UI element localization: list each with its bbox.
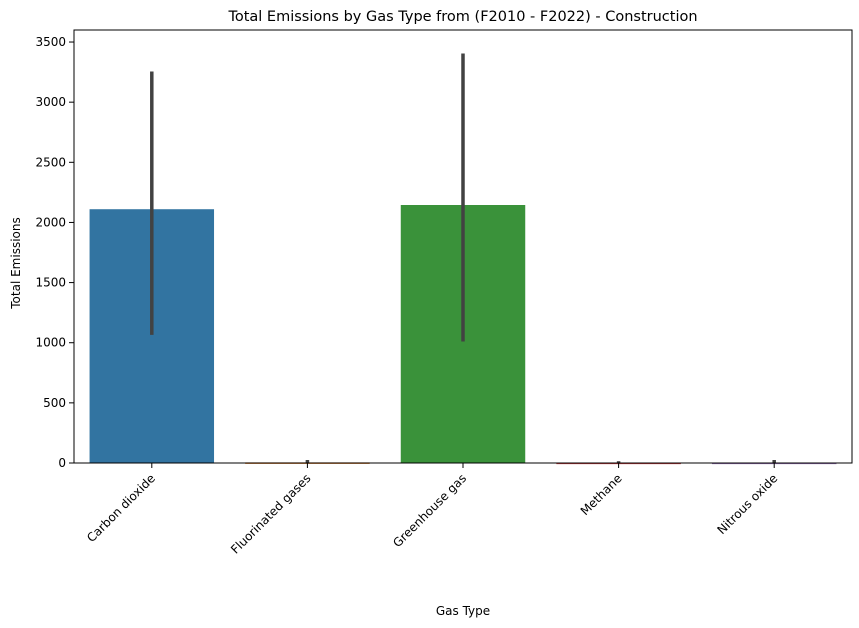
plot-area: [73, 29, 853, 465]
y-tick-label-5: 2500: [35, 155, 66, 169]
x-tick-label-4: Nitrous oxide: [714, 471, 780, 537]
y-tick-label-1: 500: [43, 396, 66, 410]
y-axis: 0 500 1000 1500 2000 2500 3000 3500: [35, 35, 74, 470]
x-tick-label-0: Carbon dioxide: [84, 471, 158, 545]
y-tick-label-2: 1000: [35, 336, 66, 350]
y-tick-label-3: 1500: [35, 276, 66, 290]
y-tick-label-4: 2000: [35, 215, 66, 229]
x-tick-label-2: Greenhouse gas: [390, 471, 469, 550]
x-tick-label-3: Methane: [578, 471, 625, 518]
y-tick-label-0: 0: [58, 456, 66, 470]
x-axis: Carbon dioxide Fluorinated gases Greenhous…: [84, 463, 780, 557]
y-tick-label-7: 3500: [35, 35, 66, 49]
x-tick-label-1: Fluorinated gases: [228, 471, 313, 556]
y-axis-label: Total Emissions: [9, 217, 23, 309]
chart-title: Total Emissions by Gas Type from (F2010 …: [227, 9, 697, 25]
x-axis-label: Gas Type: [436, 604, 490, 618]
y-tick-label-6: 3000: [35, 95, 66, 109]
